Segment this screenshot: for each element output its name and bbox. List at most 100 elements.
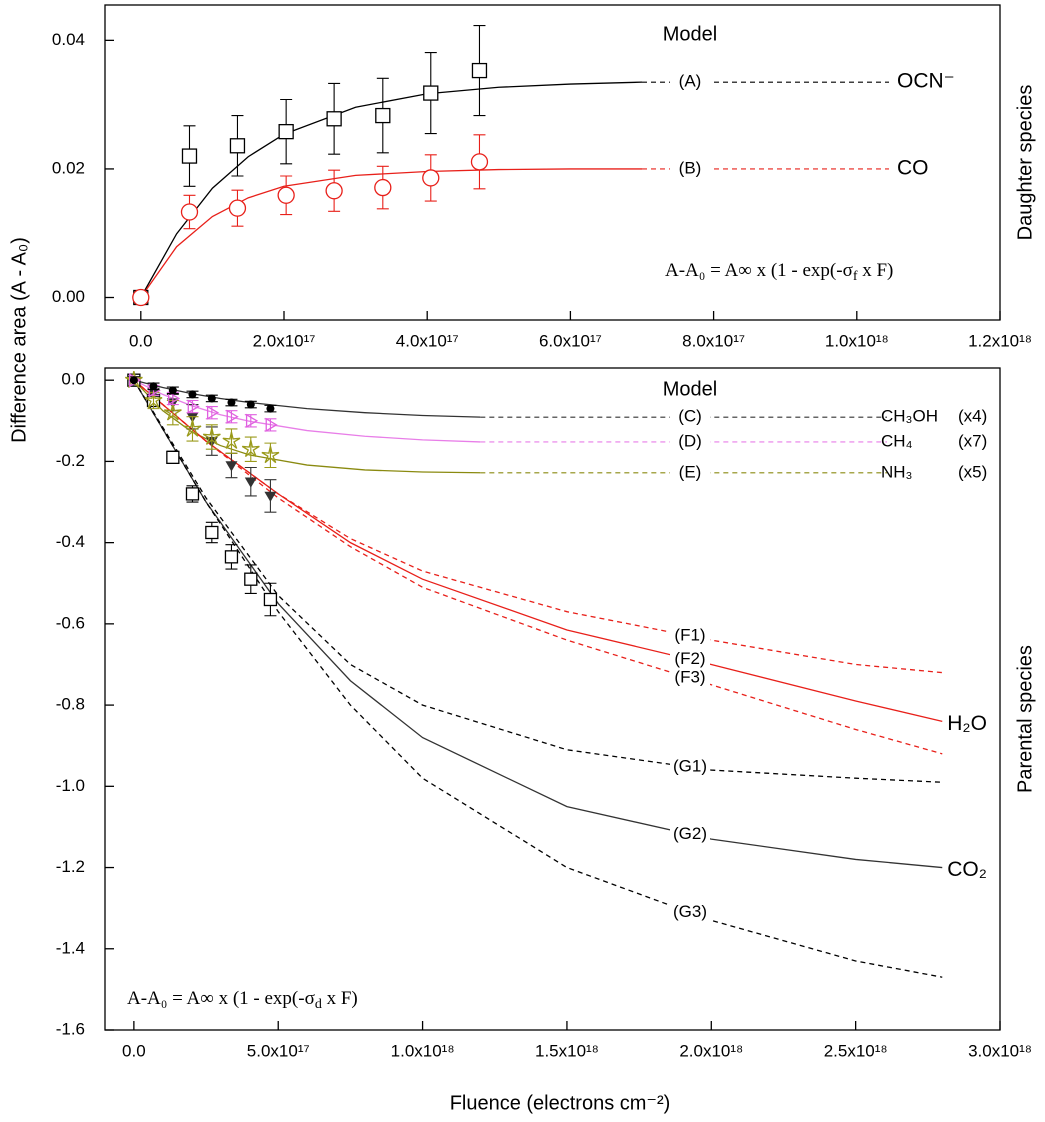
data-point <box>222 428 241 454</box>
model-label: (B) <box>679 158 702 177</box>
data-point <box>423 52 439 135</box>
model-curve <box>133 379 481 443</box>
marker <box>471 62 488 79</box>
y-tick-label: -0.8 <box>56 695 85 714</box>
data-point <box>326 82 342 155</box>
y-tick-label: 0.04 <box>52 30 85 49</box>
data-point <box>147 382 160 391</box>
data-point <box>374 165 392 210</box>
x-tick-label: 1.2x10¹⁸ <box>968 331 1032 350</box>
multiplier-label: (x7) <box>958 431 987 450</box>
data-point <box>129 376 138 385</box>
marker <box>166 450 180 464</box>
y-tick-label: -1.0 <box>56 776 85 795</box>
model-label: (F2) <box>674 649 705 668</box>
y-tick-label: 0.00 <box>52 287 85 306</box>
marker <box>187 399 200 414</box>
marker <box>375 107 391 124</box>
marker <box>206 405 220 420</box>
model-curve <box>133 379 943 755</box>
label-bg <box>670 407 710 428</box>
marker <box>228 199 247 217</box>
label-bg <box>670 462 710 483</box>
model-curve <box>133 379 943 978</box>
data-point <box>205 521 219 544</box>
marker <box>202 427 221 445</box>
multiplier-label: (x4) <box>958 407 987 426</box>
x-tick-label: 8.0x10¹⁷ <box>682 331 745 350</box>
marker <box>423 85 439 101</box>
marker <box>278 123 294 140</box>
data-point <box>277 175 295 216</box>
marker <box>180 203 199 221</box>
label-bg <box>670 158 710 179</box>
x-tick-label: 5.0x10¹⁷ <box>247 1041 310 1060</box>
data-point <box>183 416 202 442</box>
plot-frame <box>104 367 1001 1031</box>
model-curve <box>133 379 943 869</box>
data-point <box>229 115 246 177</box>
marker <box>224 550 239 564</box>
label-bg <box>670 649 710 670</box>
model-curve <box>140 168 642 298</box>
formula-text: A-A₀ = A∞ x (1 - exp(-σ <box>665 260 853 281</box>
label-bg <box>670 824 710 845</box>
y-tick-label: 0.02 <box>52 158 85 177</box>
y-tick-label: -1.6 <box>56 1019 85 1038</box>
model-label: (G2) <box>673 824 707 843</box>
y-tick-label: -0.4 <box>56 532 85 551</box>
x-tick-label: 6.0x10¹⁷ <box>539 331 602 350</box>
species-label: CO <box>897 156 929 179</box>
model-label: (A) <box>679 72 702 91</box>
data-point <box>241 436 260 462</box>
side-label: Parental species <box>1014 645 1036 793</box>
x-tick-label: 1.5x10¹⁸ <box>535 1041 599 1060</box>
model-title: Model <box>663 23 717 45</box>
data-point <box>375 77 391 154</box>
model-label: (F3) <box>674 668 705 687</box>
marker <box>264 491 277 502</box>
data-point <box>263 582 278 617</box>
y-tick-label: -0.2 <box>56 451 85 470</box>
species-label: CH₃OH <box>881 407 938 426</box>
data-point <box>244 466 257 497</box>
y-tick-label: -0.6 <box>56 613 85 632</box>
x-tick-label: 4.0x10¹⁷ <box>396 331 459 350</box>
model-label: (F1) <box>674 625 705 644</box>
model-title: Model <box>663 378 717 400</box>
end-label: H₂O <box>947 712 987 735</box>
label-bg <box>670 668 710 689</box>
marker <box>185 487 200 501</box>
data-point <box>264 479 277 513</box>
data-point <box>422 154 440 202</box>
data-point <box>261 442 280 469</box>
x-tick-label: 2.0x10¹⁸ <box>679 1041 743 1060</box>
marker <box>167 391 181 406</box>
model-curve <box>133 379 943 722</box>
label-bg <box>670 757 710 778</box>
marker <box>241 440 260 457</box>
plot-frame <box>104 4 1001 321</box>
data-point <box>264 417 278 432</box>
marker <box>222 431 241 449</box>
marker <box>246 400 255 409</box>
x-tick-label: 1.0x10¹⁸ <box>825 331 889 350</box>
marker <box>207 394 216 403</box>
data-point <box>205 405 220 420</box>
marker <box>205 525 219 540</box>
x-tick-label: 0.0 <box>122 1041 146 1060</box>
marker <box>261 446 280 464</box>
formula-sub: d <box>315 997 322 1012</box>
model-label: (E) <box>679 462 702 481</box>
data-point <box>185 485 200 503</box>
data-point <box>325 169 343 212</box>
marker <box>226 409 239 424</box>
marker <box>325 182 343 200</box>
formula-sub: f <box>853 269 858 284</box>
data-point <box>225 398 238 407</box>
marker <box>129 376 138 385</box>
marker <box>244 572 258 586</box>
data-point <box>166 450 180 464</box>
marker <box>245 413 259 428</box>
marker <box>266 404 275 413</box>
